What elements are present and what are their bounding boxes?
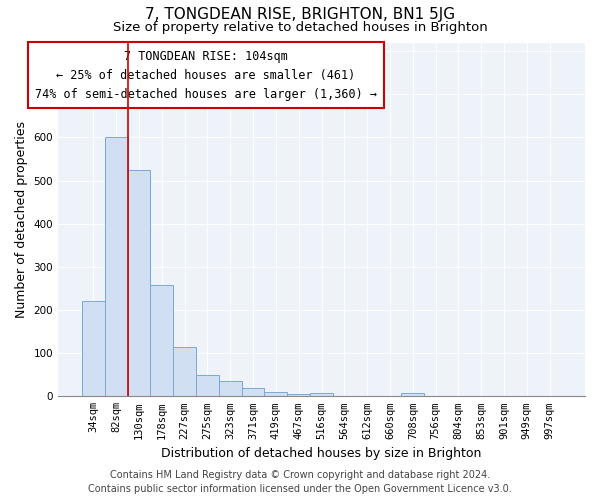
Bar	[128, 170, 151, 396]
Bar	[151, 285, 173, 397]
Bar	[219, 381, 242, 396]
Bar	[310, 393, 333, 396]
Text: Contains HM Land Registry data © Crown copyright and database right 2024.
Contai: Contains HM Land Registry data © Crown c…	[88, 470, 512, 494]
Text: Size of property relative to detached houses in Brighton: Size of property relative to detached ho…	[113, 21, 487, 34]
Bar	[287, 394, 310, 396]
Bar	[401, 393, 424, 396]
X-axis label: Distribution of detached houses by size in Brighton: Distribution of detached houses by size …	[161, 447, 482, 460]
Bar	[82, 302, 105, 396]
Y-axis label: Number of detached properties: Number of detached properties	[15, 121, 28, 318]
Text: 7 TONGDEAN RISE: 104sqm
← 25% of detached houses are smaller (461)
74% of semi-d: 7 TONGDEAN RISE: 104sqm ← 25% of detache…	[35, 50, 377, 100]
Bar	[242, 388, 265, 396]
Bar	[173, 346, 196, 397]
Bar	[196, 374, 219, 396]
Text: 7, TONGDEAN RISE, BRIGHTON, BN1 5JG: 7, TONGDEAN RISE, BRIGHTON, BN1 5JG	[145, 8, 455, 22]
Bar	[105, 138, 128, 396]
Bar	[265, 392, 287, 396]
